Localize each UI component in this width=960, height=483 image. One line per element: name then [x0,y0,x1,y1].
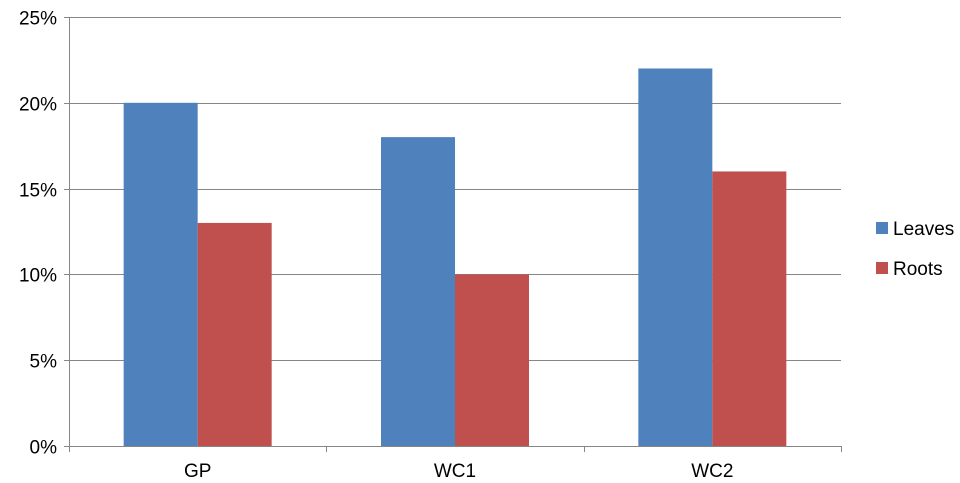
legend: Leaves Roots [876,219,954,280]
x-tick-label: WC1 [434,461,476,482]
x-tick-label: WC2 [691,461,733,482]
y-tick-label: 10% [19,266,57,287]
bars [123,68,787,447]
x-axis-tick-labels: GP WC1 WC2 [184,461,734,482]
bar-leaves-gp [123,102,198,447]
y-axis-tick-labels: 0% 5% 10% 15% 20% 25% [19,9,57,459]
y-tick-label: 25% [19,9,57,30]
bar-roots-wc1 [455,274,529,446]
legend-label-roots: Roots [893,259,943,280]
y-tick-label: 5% [30,352,58,373]
bar-roots-wc2 [712,171,787,446]
legend-swatch-roots [876,262,888,274]
y-tick-label: 15% [19,181,57,202]
bar-leaves-wc2 [638,68,713,446]
axes [64,17,842,452]
y-tick-label: 0% [30,438,58,459]
legend-swatch-leaves [876,222,888,234]
bar-leaves-wc1 [381,137,455,446]
legend-label-leaves: Leaves [893,219,954,240]
bar-roots-gp [197,222,272,446]
x-tick-label: GP [184,461,211,482]
y-tick-label: 20% [19,95,57,116]
